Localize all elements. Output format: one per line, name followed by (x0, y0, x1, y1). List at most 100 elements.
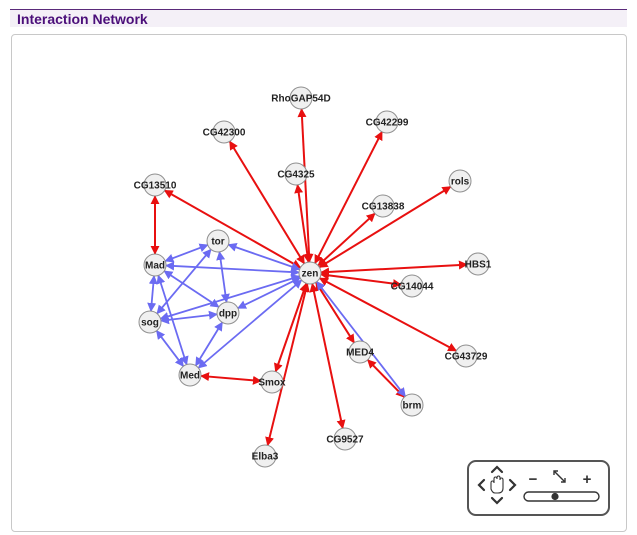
node-label: dpp (219, 309, 237, 320)
node-circle[interactable] (143, 253, 167, 277)
zoom-out-button[interactable]: − (529, 471, 538, 488)
node-layer: zen RhoGAP54D CG42300 CG42299 CG4325 CG13510 r… (134, 86, 492, 468)
node-zen[interactable]: zen (298, 261, 322, 285)
edge-tor-zen[interactable] (227, 243, 301, 271)
edge-tor-Mad[interactable] (164, 243, 209, 263)
edge-zen-Elba3[interactable] (265, 282, 310, 447)
node-CG14044[interactable]: CG14044 (391, 274, 434, 298)
node-circle[interactable] (289, 86, 313, 110)
node-dpp[interactable]: dpp (216, 301, 240, 325)
hand-icon[interactable] (490, 475, 504, 494)
node-label: CG42299 (366, 118, 409, 129)
node-MED4[interactable]: MED4 (346, 340, 374, 364)
node-circle[interactable] (448, 169, 472, 193)
zoom-in-button[interactable]: + (583, 471, 592, 488)
zoom-slider-track[interactable] (523, 491, 600, 502)
node-label: HBS1 (465, 260, 492, 271)
node-sog[interactable]: sog (138, 310, 162, 334)
node-Smox[interactable]: Smox (258, 370, 286, 394)
node-CG42299[interactable]: CG42299 (366, 110, 409, 134)
edge-sog-dpp[interactable] (160, 310, 218, 325)
node-circle[interactable] (143, 173, 167, 197)
node-circle[interactable] (466, 252, 490, 276)
node-circle[interactable] (400, 274, 424, 298)
node-tor[interactable]: tor (206, 229, 230, 253)
edge-zen-brm[interactable] (316, 280, 406, 398)
node-label: RhoGAP54D (271, 94, 330, 105)
node-rols[interactable]: rols (448, 169, 472, 193)
node-label: Smox (258, 378, 286, 389)
edge-Mad-zen[interactable] (165, 261, 300, 277)
zoom-slider-thumb[interactable] (551, 492, 559, 501)
node-CG43729[interactable]: CG43729 (445, 344, 488, 368)
node-label: CG13510 (134, 181, 177, 192)
edge-zen-CG14044[interactable] (320, 270, 402, 289)
edge-zen-CG13510[interactable] (163, 189, 302, 269)
pan-up-arrow-icon[interactable] (490, 465, 504, 474)
node-label: CG43729 (445, 352, 488, 363)
node-circle[interactable] (260, 370, 284, 394)
edge-zen-CG13838[interactable] (317, 212, 376, 267)
edge-Med-zen[interactable] (197, 279, 303, 369)
node-RhoGAP54D[interactable]: RhoGAP54D (271, 86, 331, 110)
edge-Mad-sog[interactable] (147, 275, 158, 312)
edge-zen-Smox[interactable] (274, 282, 308, 373)
node-label: CG42300 (203, 128, 246, 139)
node-circle[interactable] (216, 301, 240, 325)
edge-MED4-brm[interactable] (366, 359, 406, 398)
node-HBS1[interactable]: HBS1 (465, 252, 492, 276)
panel-title-bar: Interaction Network (10, 9, 627, 27)
node-CG13838[interactable]: CG13838 (362, 194, 405, 218)
edge-Med-Smox[interactable] (200, 372, 262, 385)
edge-dpp-Med[interactable] (194, 321, 224, 367)
node-circle[interactable] (212, 120, 236, 144)
edge-tor-dpp[interactable] (216, 251, 230, 303)
navigation-controls: − + (477, 465, 600, 505)
node-label: Mad (145, 261, 165, 272)
node-CG42300[interactable]: CG42300 (203, 120, 246, 144)
node-circle[interactable] (206, 229, 230, 253)
edge-layer (147, 108, 468, 447)
node-Elba3[interactable]: Elba3 (252, 444, 279, 468)
node-label: sog (141, 318, 159, 329)
edge-sog-Med[interactable] (155, 330, 185, 367)
node-Med[interactable]: Med (178, 363, 202, 387)
node-label: CG4325 (277, 170, 315, 181)
node-circle[interactable] (253, 444, 277, 468)
node-circle[interactable] (178, 363, 202, 387)
edge-tor-sog[interactable] (156, 248, 212, 315)
edge-zen-MED4[interactable] (315, 281, 355, 344)
node-circle[interactable] (371, 194, 395, 218)
node-label: Elba3 (252, 452, 279, 463)
fit-icon[interactable] (553, 470, 566, 483)
pan-right-arrow-icon[interactable] (508, 478, 517, 492)
edge-zen-CG42300[interactable] (228, 140, 306, 265)
edge-Mad-dpp[interactable] (163, 270, 220, 308)
node-Mad[interactable]: Mad (143, 253, 167, 277)
node-CG9527[interactable]: CG9527 (326, 427, 364, 451)
node-circle[interactable] (138, 310, 162, 334)
node-CG4325[interactable]: CG4325 (277, 162, 315, 186)
zoom-out-label: − (529, 471, 538, 488)
edge-zen-CG43729[interactable] (318, 277, 458, 352)
node-circle[interactable] (284, 162, 308, 186)
pan-down-arrow-icon[interactable] (490, 496, 504, 505)
node-circle[interactable] (333, 427, 357, 451)
node-brm[interactable]: brm (400, 393, 424, 417)
edge-zen-HBS1[interactable] (320, 260, 468, 277)
node-circle[interactable] (375, 110, 399, 134)
edge-zen-CG9527[interactable] (309, 282, 346, 430)
pan-control[interactable] (477, 465, 517, 505)
node-label: MED4 (346, 348, 374, 359)
zoom-in-label: + (583, 471, 592, 488)
node-circle[interactable] (348, 340, 372, 364)
node-CG13510[interactable]: CG13510 (134, 173, 177, 197)
pan-left-arrow-icon[interactable] (477, 478, 486, 492)
panel-title: Interaction Network (17, 11, 148, 27)
node-circle[interactable] (298, 261, 322, 285)
node-label: brm (403, 401, 422, 412)
edge-zen-CG42299[interactable] (314, 130, 383, 265)
node-circle[interactable] (400, 393, 424, 417)
node-circle[interactable] (454, 344, 478, 368)
